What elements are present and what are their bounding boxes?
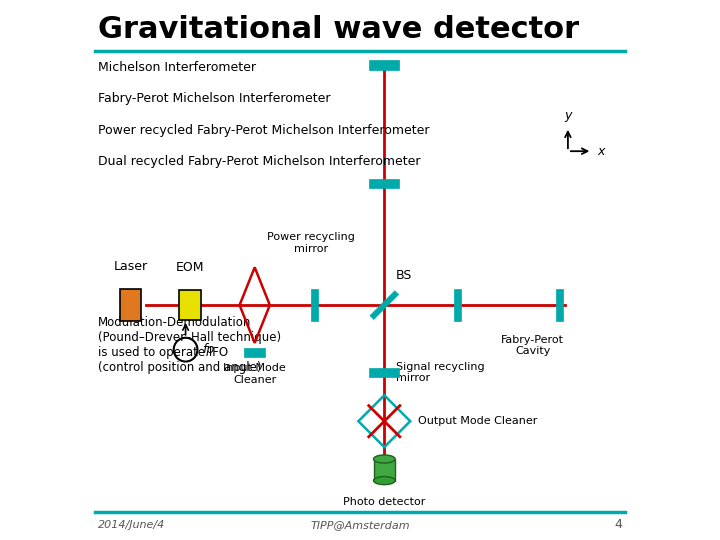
Text: Output Mode Cleaner: Output Mode Cleaner <box>418 416 538 426</box>
Text: 2014/June/4: 2014/June/4 <box>98 520 166 530</box>
Bar <box>245 348 265 357</box>
Bar <box>557 289 563 321</box>
Text: EOM: EOM <box>176 261 204 274</box>
Bar <box>369 179 399 188</box>
Bar <box>454 289 461 321</box>
Text: fp: fp <box>202 343 214 356</box>
Text: TIPP@Amsterdam: TIPP@Amsterdam <box>310 520 410 530</box>
Text: Gravitational wave detector: Gravitational wave detector <box>98 15 579 44</box>
Bar <box>310 289 318 321</box>
Text: Laser: Laser <box>114 260 148 273</box>
Bar <box>369 60 399 70</box>
Text: Fabry-Perot
Cavity: Fabry-Perot Cavity <box>501 335 564 356</box>
Text: BS: BS <box>396 269 413 282</box>
Polygon shape <box>370 291 399 320</box>
Text: Power recycled Fabry-Perot Michelson Interferometer: Power recycled Fabry-Perot Michelson Int… <box>98 124 430 137</box>
Text: Power recycling
mirror: Power recycling mirror <box>267 232 356 254</box>
Bar <box>369 368 399 377</box>
Text: Fabry-Perot Michelson Interferometer: Fabry-Perot Michelson Interferometer <box>98 92 330 105</box>
Ellipse shape <box>374 455 395 463</box>
Text: Photo detector: Photo detector <box>343 497 426 507</box>
Bar <box>374 459 395 481</box>
Bar <box>120 289 141 321</box>
Text: y: y <box>564 109 572 122</box>
Text: Michelson Interferometer: Michelson Interferometer <box>98 61 256 74</box>
Text: x: x <box>598 145 605 158</box>
Text: Dual recycled Fabry-Perot Michelson Interferometer: Dual recycled Fabry-Perot Michelson Inte… <box>98 155 420 168</box>
Text: Modulation-Demodulation
(Pound–Drever–Hall technique)
is used to operate IFO
(co: Modulation-Demodulation (Pound–Drever–Ha… <box>98 316 282 374</box>
Ellipse shape <box>374 477 395 485</box>
Bar <box>179 291 201 320</box>
Text: 4: 4 <box>614 518 622 531</box>
Text: Signal recycling
mirror: Signal recycling mirror <box>396 362 485 383</box>
Text: Input Mode
Cleaner: Input Mode Cleaner <box>223 363 286 385</box>
